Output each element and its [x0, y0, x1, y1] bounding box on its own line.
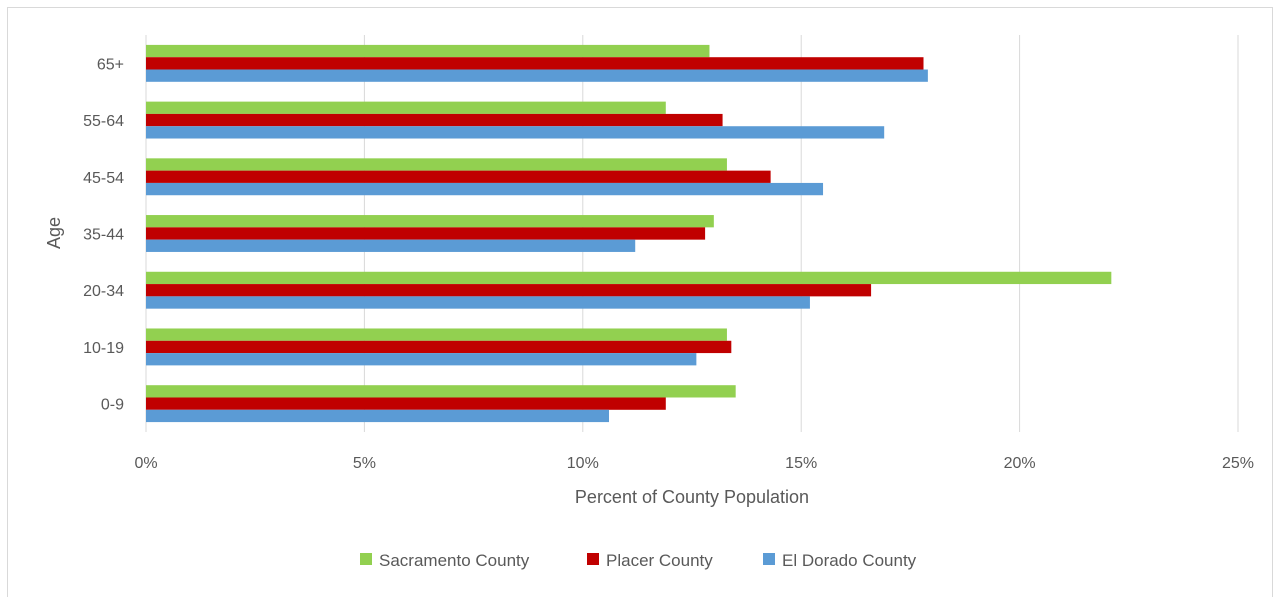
y-tick-label: 65+ — [97, 56, 124, 73]
bar — [146, 69, 928, 82]
x-axis-title: Percent of County Population — [575, 487, 809, 507]
legend-swatch — [360, 553, 372, 565]
bar — [146, 57, 924, 70]
legend-label: Placer County — [606, 551, 713, 570]
y-tick-label: 35-44 — [83, 227, 124, 244]
legend-label: El Dorado County — [782, 551, 917, 570]
y-tick-label: 10-19 — [83, 340, 124, 357]
bar — [146, 385, 736, 398]
y-axis-title: Age — [44, 217, 64, 249]
bars — [146, 44, 1112, 423]
bar — [146, 182, 824, 196]
x-tick-label: 25% — [1222, 455, 1254, 472]
bar — [146, 271, 1112, 285]
legend-swatch — [763, 553, 775, 565]
y-tick-label: 45-54 — [83, 170, 124, 187]
legend-label: Sacramento County — [379, 551, 530, 570]
bar — [146, 353, 697, 366]
chart-frame — [7, 7, 1273, 597]
legend-swatch — [587, 553, 599, 565]
x-tick-label: 0% — [134, 455, 157, 472]
bar — [146, 227, 706, 240]
legend: Sacramento County Placer County El Dorado … — [360, 551, 917, 570]
x-tick-label: 15% — [785, 455, 817, 472]
y-tick-label: 20-34 — [83, 283, 124, 300]
x-tick-label: 5% — [353, 455, 376, 472]
bar — [146, 101, 666, 114]
x-tick-labels: 0% 5% 10% 15% 20% 25% — [134, 455, 1254, 472]
bar — [146, 409, 610, 423]
x-tick-label: 10% — [567, 455, 599, 472]
bar — [146, 158, 727, 171]
bar — [146, 239, 636, 252]
bar — [146, 215, 714, 228]
bar — [146, 328, 727, 341]
y-tick-label: 0-9 — [101, 397, 124, 414]
bar — [146, 44, 710, 58]
bar — [146, 296, 810, 309]
bar — [146, 340, 732, 354]
bar — [146, 397, 666, 410]
bar — [146, 284, 872, 297]
bar — [146, 113, 723, 127]
bar — [146, 170, 771, 183]
y-tick-label: 55-64 — [83, 113, 124, 130]
bar — [146, 126, 885, 139]
x-tick-label: 20% — [1004, 455, 1036, 472]
y-tick-labels: 0-9 10-19 20-34 35-44 45-54 55-64 65+ — [83, 56, 124, 413]
